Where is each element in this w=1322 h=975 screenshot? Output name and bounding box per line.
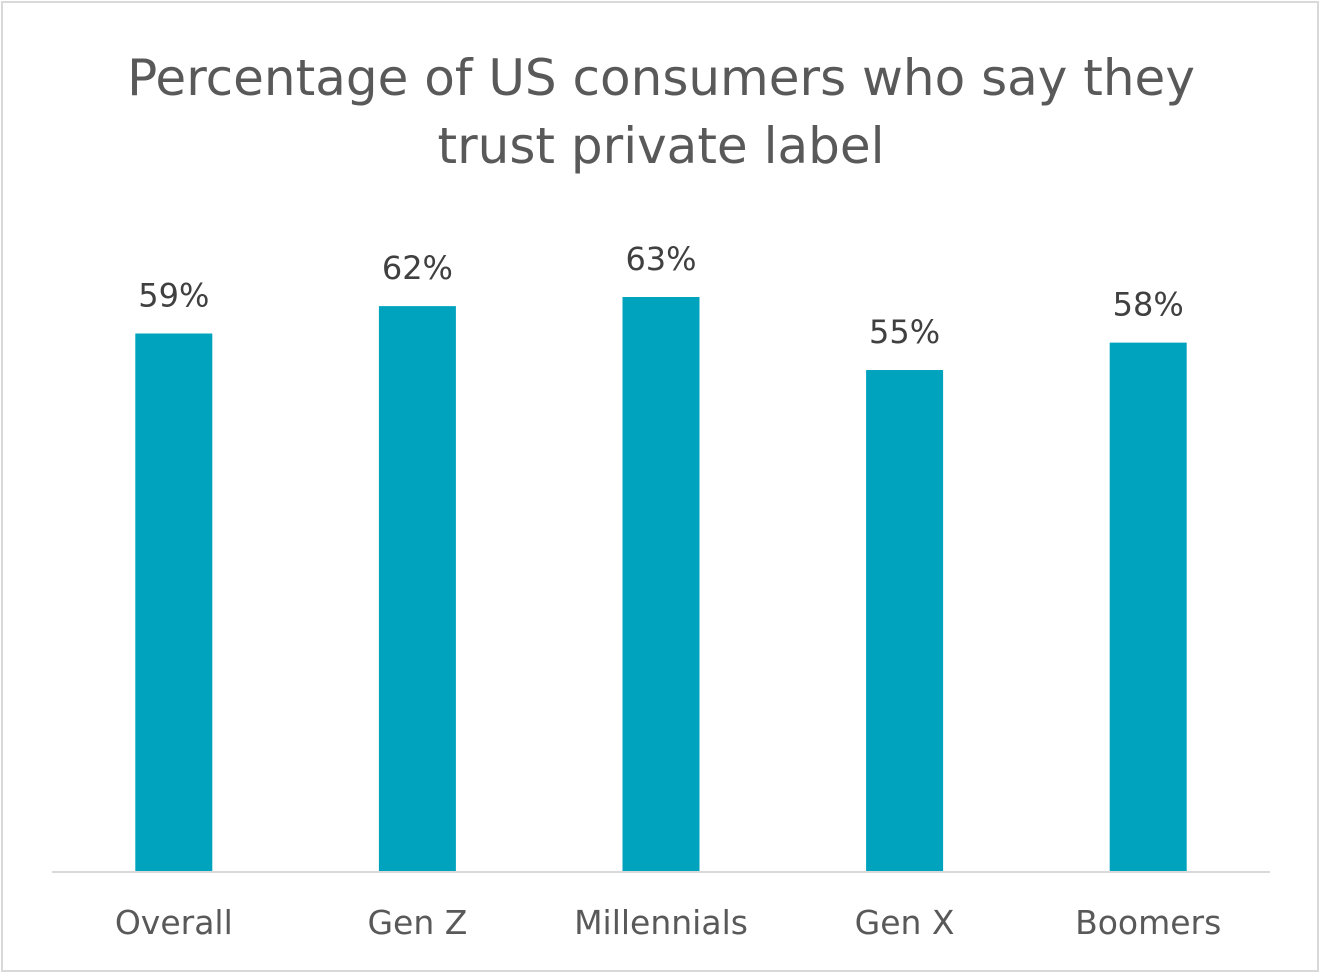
x-tick-label-boomers: Boomers: [1075, 903, 1221, 942]
data-label-boomers: 58%: [1113, 286, 1184, 324]
data-label-gen-x: 55%: [869, 313, 940, 351]
x-tick-label-millennials: Millennials: [574, 903, 748, 942]
data-label-gen-z: 62%: [382, 249, 453, 287]
bar-boomers: [1109, 342, 1187, 873]
data-label-millennials: 63%: [625, 240, 696, 278]
bar-overall: [135, 333, 213, 872]
data-label-overall: 59%: [138, 277, 209, 315]
bars-layer: [135, 297, 1187, 873]
x-axis-tick-labels: Overall Gen Z Millennials Gen X Boomers: [115, 903, 1221, 942]
chart-title-line-2: trust private label: [438, 117, 885, 175]
data-labels-layer: 59% 62% 63% 55% 58%: [138, 240, 1184, 351]
chart-title-line-1: Percentage of US consumers who say they: [127, 49, 1195, 107]
bar-gen-z: [378, 306, 456, 873]
x-tick-label-gen-x: Gen X: [855, 903, 955, 942]
x-tick-label-gen-z: Gen Z: [367, 903, 467, 942]
bar-gen-x: [866, 370, 944, 872]
bar-millennials: [622, 297, 700, 872]
x-tick-label-overall: Overall: [115, 903, 233, 942]
